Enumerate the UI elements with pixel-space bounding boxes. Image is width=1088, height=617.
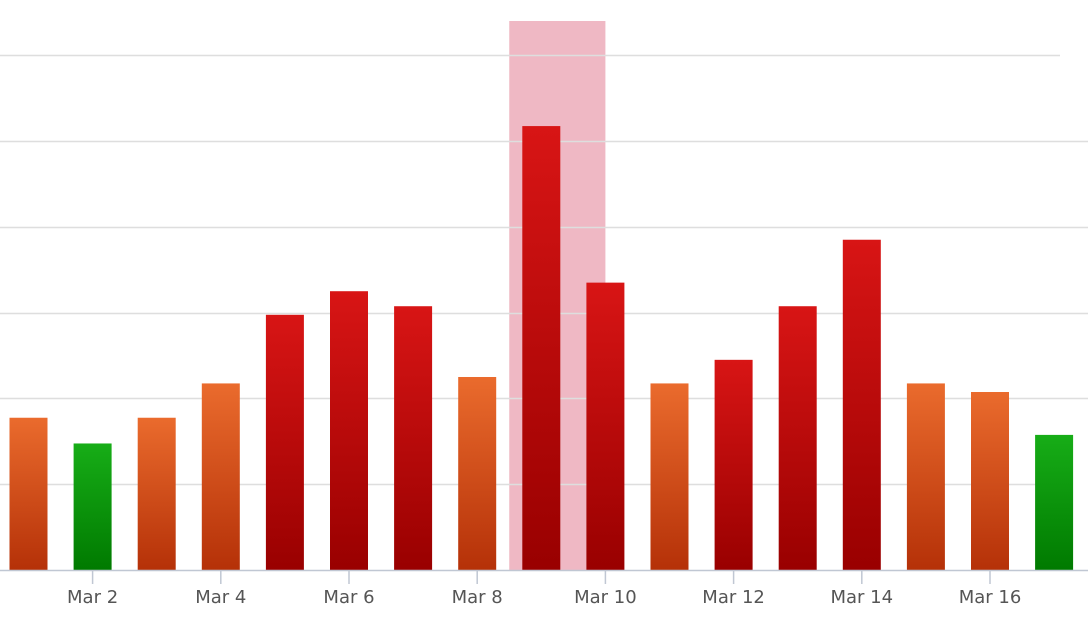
x-tick-label: Mar 8: [452, 587, 503, 608]
bar-mar-17[interactable]: [1035, 434, 1074, 570]
x-axis: Mar 2 Mar 4 Mar 6 Mar 8 Mar 10 Mar 12 Mar 14 Ma…: [0, 569, 1088, 608]
bar-mar-11[interactable]: [650, 383, 689, 570]
x-tick-label: Mar 16: [959, 587, 1022, 608]
bar-mar-10[interactable]: [586, 282, 625, 570]
bar-mar-5[interactable]: [265, 314, 304, 570]
bar-mar-14[interactable]: [842, 239, 881, 570]
x-tick-label: Mar 12: [702, 587, 765, 608]
x-tick-label: Mar 4: [195, 587, 246, 608]
x-tick-label: Mar 6: [323, 587, 374, 608]
bar-mar-7[interactable]: [394, 306, 433, 570]
bar-mar-12[interactable]: [714, 359, 753, 570]
bar-mar-8[interactable]: [458, 376, 497, 570]
bar-mar-13[interactable]: [778, 306, 817, 570]
x-tick-label: Mar 10: [574, 587, 637, 608]
bar-mar-9[interactable]: [522, 126, 561, 570]
x-tick-label: Mar 2: [67, 587, 118, 608]
bar-mar-2[interactable]: [73, 443, 112, 570]
bar-mar-16[interactable]: [971, 392, 1009, 570]
bar-mar-4[interactable]: [201, 383, 240, 570]
bar-mar-1[interactable]: [9, 417, 48, 570]
x-tick-label: Mar 14: [831, 587, 894, 608]
bar-mar-3[interactable]: [137, 417, 176, 570]
bar-mar-6[interactable]: [330, 291, 368, 570]
bars: [9, 126, 1074, 570]
bar-mar-15[interactable]: [906, 383, 945, 570]
